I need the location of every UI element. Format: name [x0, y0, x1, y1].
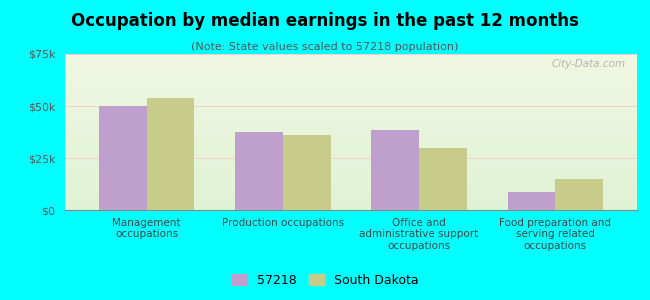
- Bar: [235, 132, 283, 210]
- Text: City-Data.com: City-Data.com: [551, 59, 625, 69]
- Bar: [371, 130, 419, 210]
- Bar: [508, 192, 555, 210]
- Bar: [419, 148, 467, 210]
- Legend: 57218, South Dakota: 57218, South Dakota: [227, 270, 422, 291]
- Text: (Note: State values scaled to 57218 population): (Note: State values scaled to 57218 popu…: [191, 42, 459, 52]
- Bar: [555, 179, 603, 210]
- Bar: [147, 98, 194, 210]
- Bar: [99, 106, 147, 210]
- Text: Occupation by median earnings in the past 12 months: Occupation by median earnings in the pas…: [71, 12, 579, 30]
- Bar: [283, 135, 331, 210]
